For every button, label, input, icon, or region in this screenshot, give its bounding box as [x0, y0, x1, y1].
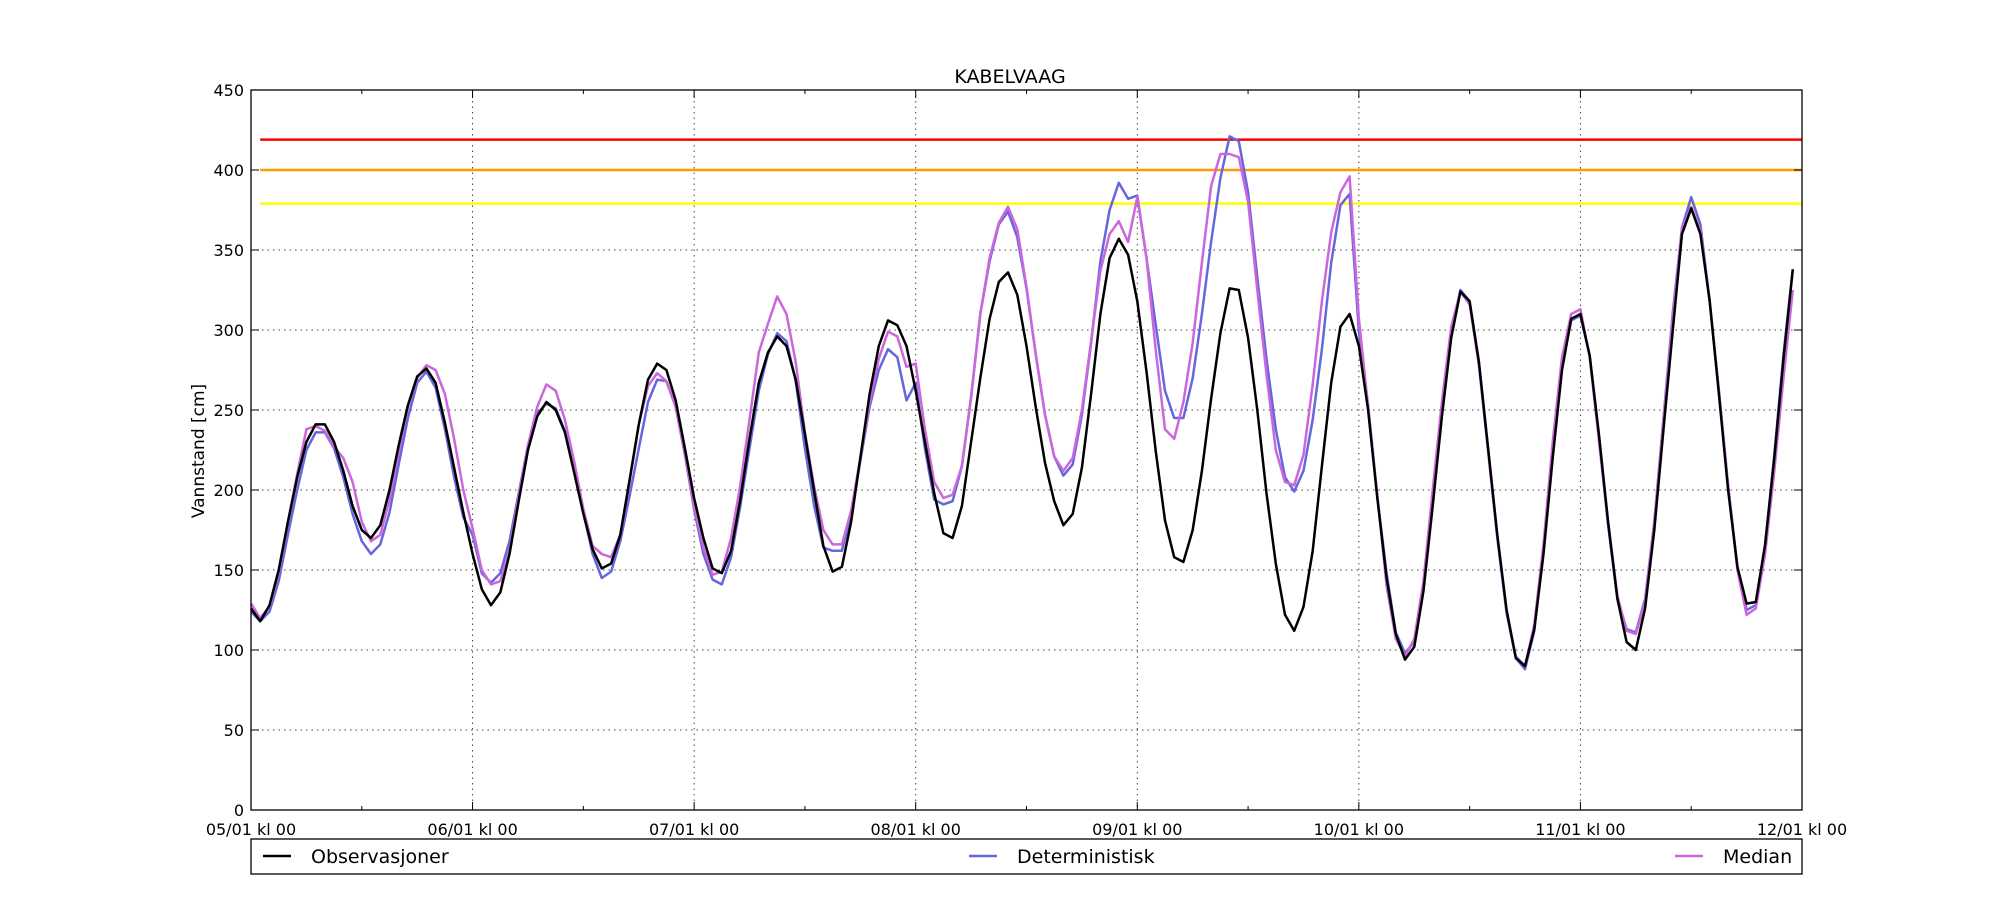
- x-tick-label: 10/01 kl 00: [1314, 820, 1404, 839]
- y-axis-label: Vannstand [cm]: [189, 384, 209, 518]
- legend-label-0: Observasjoner: [311, 846, 449, 868]
- x-tick-label: 08/01 kl 00: [871, 820, 961, 839]
- x-tick-label: 07/01 kl 00: [649, 820, 739, 839]
- reference-lines: [260, 138, 1802, 205]
- legend-label-1: Deterministisk: [1017, 846, 1155, 868]
- series-line-observasjoner: [249, 207, 1795, 668]
- y-tick-label: 350: [213, 241, 244, 260]
- y-tick-label: 300: [213, 321, 244, 340]
- y-tick-label: 400: [213, 161, 244, 180]
- x-tick-label: 06/01 kl 00: [427, 820, 517, 839]
- y-tick-label: 50: [224, 721, 244, 740]
- legend: Observasjoner Deterministisk Median: [250, 838, 1803, 875]
- y-tick-label: 0: [234, 801, 244, 820]
- grid-lines: [250, 89, 1803, 811]
- x-tick-label: 11/01 kl 00: [1535, 820, 1625, 839]
- axis-ticks: 05/01 kl 00 06/01 kl 00 07/01 kl 00 08/01 k…: [206, 81, 1847, 839]
- x-tick-label: 12/01 kl 00: [1757, 820, 1847, 839]
- y-tick-label: 200: [213, 481, 244, 500]
- y-tick-label: 450: [213, 81, 244, 100]
- y-tick-label: 250: [213, 401, 244, 420]
- y-tick-label: 100: [213, 641, 244, 660]
- legend-frame: [250, 838, 1803, 875]
- x-tick-label: 09/01 kl 00: [1092, 820, 1182, 839]
- chart-title: KABELVAAG: [954, 66, 1065, 88]
- series-lines: [249, 135, 1795, 671]
- y-tick-label: 150: [213, 561, 244, 580]
- x-tick-label: 05/01 kl 00: [206, 820, 296, 839]
- plot-frame: [250, 89, 1803, 811]
- legend-label-2: Median: [1723, 846, 1792, 868]
